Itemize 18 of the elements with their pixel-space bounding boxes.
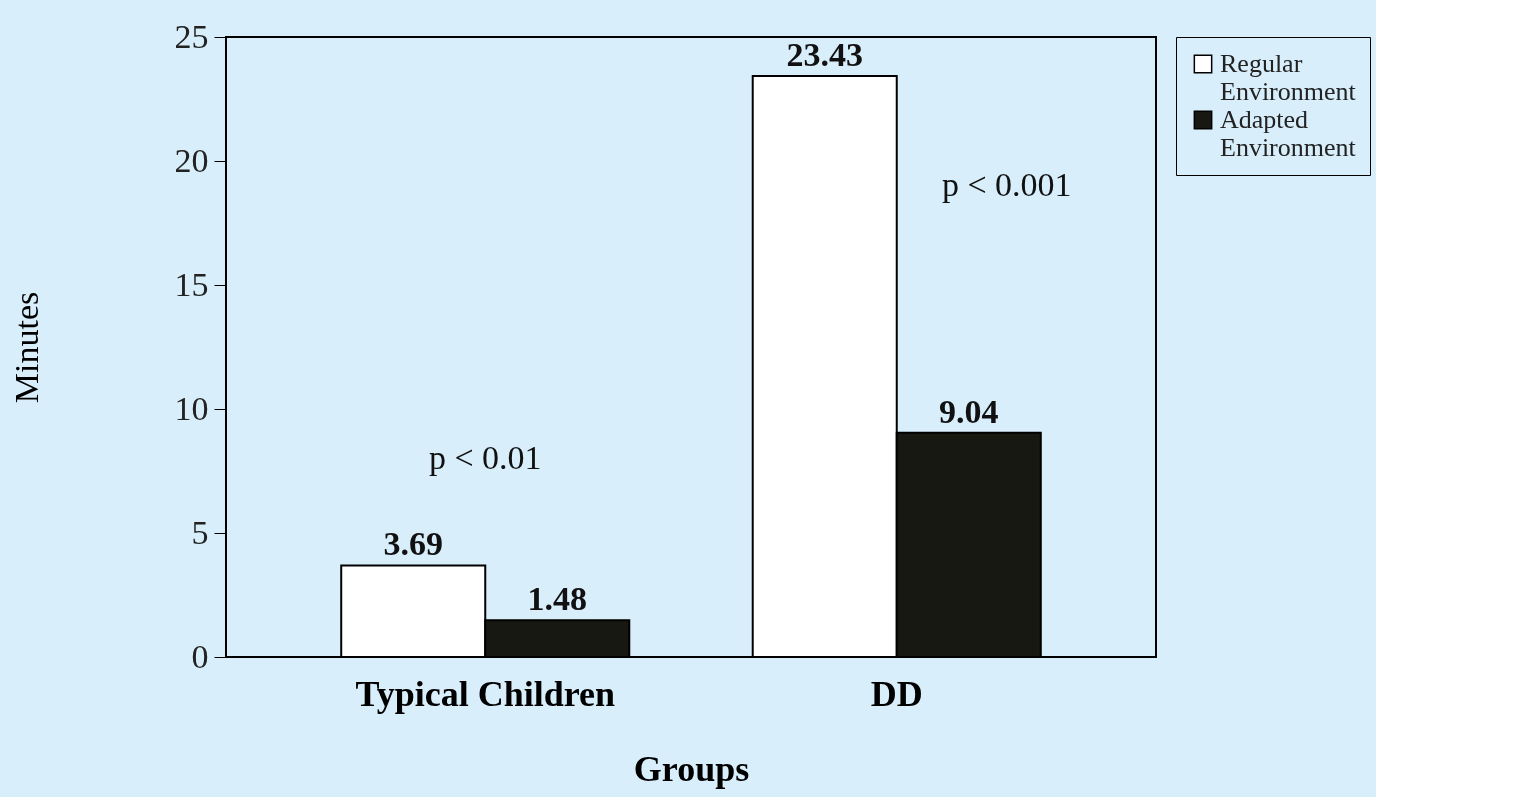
legend-label: Regular Environment: [1220, 49, 1357, 106]
y-tick-label: 15: [174, 265, 209, 303]
x-tick-label: Typical Children: [355, 673, 616, 714]
y-tick-label: 20: [174, 141, 209, 179]
legend-label: Adapted Environment: [1220, 105, 1357, 162]
data-label: 9.04: [939, 392, 999, 430]
x-axis-title: Groups: [633, 748, 750, 789]
data-label: 1.48: [527, 580, 588, 618]
data-label: 3.69: [383, 525, 443, 563]
y-tick-label: 25: [174, 17, 209, 55]
y-tick-label: 5: [191, 513, 209, 551]
y-axis-title: Minutes: [7, 291, 45, 404]
y-tick-label: 0: [191, 637, 209, 675]
data-label: 23.43: [786, 35, 863, 73]
annotation: p < 0.01: [428, 438, 542, 476]
x-tick-label: DD: [870, 673, 923, 714]
y-tick-label: 10: [174, 389, 209, 427]
annotation: p < 0.001: [941, 165, 1072, 203]
